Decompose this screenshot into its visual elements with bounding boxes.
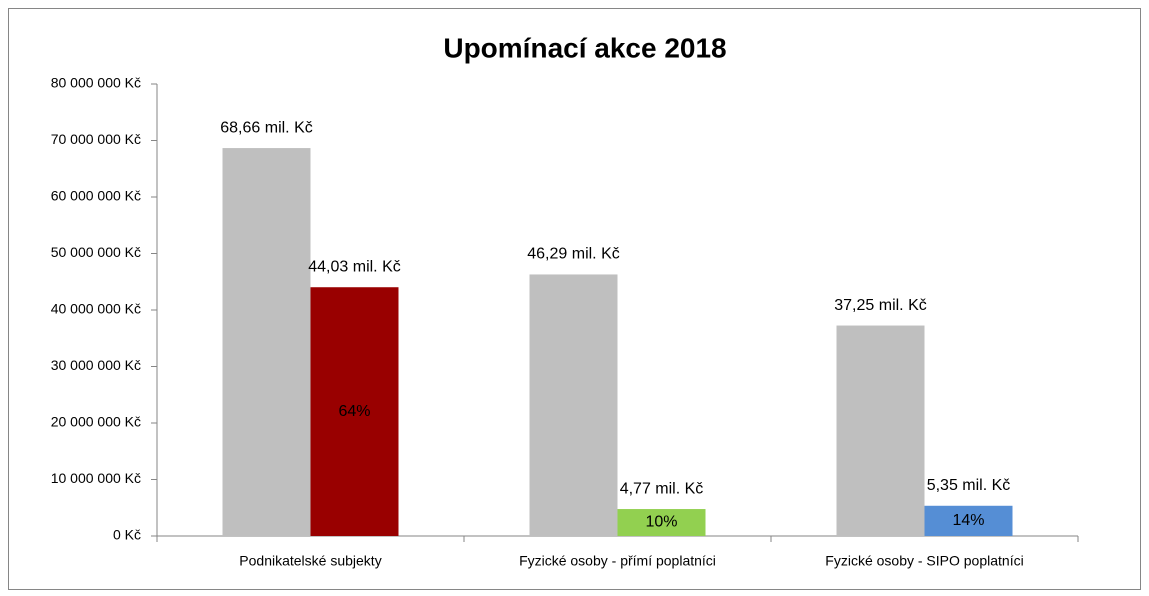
value-label: 37,25 mil. Kč xyxy=(834,297,926,314)
y-tick-label: 20 000 000 Kč xyxy=(51,414,141,430)
value-label: 4,77 mil. Kč xyxy=(620,480,704,497)
y-tick-label: 60 000 000 Kč xyxy=(51,188,141,204)
inner-label: 10% xyxy=(645,514,677,531)
value-label: 46,29 mil. Kč xyxy=(527,246,619,263)
y-tick-label: 40 000 000 Kč xyxy=(51,301,141,317)
inner-label: 14% xyxy=(952,512,984,529)
value-label: 68,66 mil. Kč xyxy=(220,119,312,136)
bar xyxy=(222,148,311,537)
chart-title: Upomínací akce 2018 xyxy=(443,32,726,63)
bar xyxy=(310,287,399,536)
y-tick-label: 10 000 000 Kč xyxy=(51,470,141,486)
value-label: 5,35 mil. Kč xyxy=(927,477,1011,494)
bar xyxy=(529,274,618,536)
x-tick-label: Podnikatelské subjekty xyxy=(239,553,381,569)
bar xyxy=(924,505,1013,536)
x-tick-label: Fyzické osoby - přímí poplatníci xyxy=(519,553,716,569)
x-tick-label: Fyzické osoby - SIPO poplatníci xyxy=(825,553,1023,569)
value-label: 44,03 mil. Kč xyxy=(308,258,400,275)
y-tick-label: 30 000 000 Kč xyxy=(51,357,141,373)
y-tick-label: 70 000 000 Kč xyxy=(51,131,141,147)
y-tick-label: 80 000 000 Kč xyxy=(51,75,141,91)
inner-label: 64% xyxy=(338,403,370,420)
bar xyxy=(617,509,706,536)
bar xyxy=(836,325,925,536)
y-tick-label: 0 Kč xyxy=(113,527,141,543)
y-tick-label: 50 000 000 Kč xyxy=(51,244,141,260)
